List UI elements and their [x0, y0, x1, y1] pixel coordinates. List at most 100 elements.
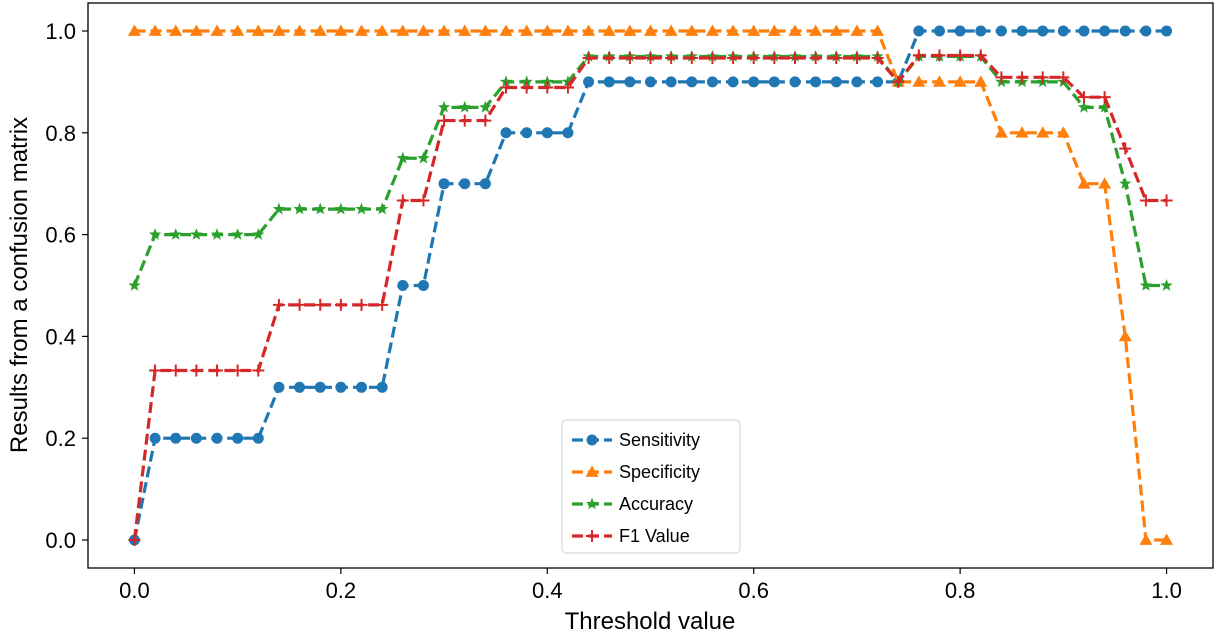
f1-value-point: [644, 51, 657, 64]
f1-value-point: [190, 364, 203, 377]
f1-value-point: [314, 298, 327, 311]
legend-marker: [585, 497, 599, 510]
specificity-point: [871, 24, 885, 36]
sensitivity-point: [273, 381, 285, 393]
sensitivity-point: [479, 178, 491, 190]
accuracy-point: [458, 100, 471, 113]
x-tick-label: 1.0: [1151, 578, 1182, 603]
sensitivity-point: [665, 76, 677, 88]
f1-value-point: [706, 51, 719, 64]
accuracy-point: [561, 75, 575, 88]
accuracy-point: [314, 202, 327, 215]
y-axis-label: Results from a confusion matrix: [6, 117, 33, 453]
f1-value-point: [933, 49, 946, 62]
sensitivity-point: [500, 127, 512, 139]
sensitivity-point: [232, 432, 244, 444]
sensitivity-point: [1057, 25, 1069, 37]
f1-value-point: [355, 298, 368, 311]
y-tick-label: 0.2: [45, 426, 76, 451]
specificity-point: [664, 24, 678, 36]
sensitivity-point: [913, 25, 925, 37]
accuracy-point: [1098, 100, 1111, 113]
accuracy-point: [128, 279, 141, 291]
legend: Sensitivity Specificity Accuracy F1 Value: [561, 419, 741, 554]
specificity-point: [974, 75, 988, 87]
legend-marker: [586, 434, 598, 446]
specificity-point: [809, 24, 823, 36]
plot-area: [127, 24, 1174, 547]
sensitivity-point: [149, 432, 161, 444]
specificity-point: [437, 24, 451, 36]
f1-value-point: [974, 49, 987, 62]
specificity-point: [767, 24, 781, 36]
legend-entry-specificity: Specificity: [572, 462, 700, 482]
f1-value-point: [623, 51, 636, 64]
x-tick-label: 0.0: [119, 578, 150, 603]
sensitivity-point: [830, 76, 842, 88]
sensitivity-point: [356, 381, 368, 393]
f1-value-point: [458, 114, 471, 127]
f1-value-point: [231, 364, 244, 377]
sensitivity-point: [459, 178, 471, 190]
sensitivity-point: [686, 76, 698, 88]
accuracy-point: [169, 228, 182, 240]
legend-entry-sensitivity: Sensitivity: [572, 430, 700, 450]
f1-value-point: [995, 71, 1008, 84]
specificity-point: [1056, 126, 1070, 138]
sensitivity-point: [706, 76, 718, 88]
f1-value-point: [582, 51, 595, 64]
accuracy-point: [190, 228, 203, 240]
specificity-point: [313, 24, 327, 36]
specificity-point: [602, 24, 616, 36]
accuracy-point: [396, 151, 409, 164]
f1-value-point: [169, 364, 182, 377]
specificity-point: [540, 24, 554, 36]
f1-value-point: [1160, 194, 1173, 207]
series-f1-value: [128, 49, 1173, 547]
f1-value-point: [376, 298, 389, 311]
specificity-point: [788, 24, 802, 36]
specificity-point: [458, 24, 472, 36]
specificity-point: [1139, 533, 1153, 545]
x-tick-label: 0.6: [738, 578, 769, 603]
f1-value-point: [871, 51, 884, 64]
f1-value-point: [747, 51, 760, 64]
legend-label: Accuracy: [619, 494, 693, 514]
f1-value-point: [149, 364, 162, 377]
accuracy-point: [334, 202, 348, 215]
sensitivity-point: [252, 432, 264, 444]
specificity-point: [231, 24, 245, 36]
accuracy-point: [148, 228, 162, 240]
specificity-point: [1098, 177, 1112, 189]
sensitivity-point: [1161, 25, 1173, 37]
sensitivity-point: [954, 25, 966, 37]
sensitivity-point: [768, 76, 780, 88]
f1-value-point: [1036, 71, 1049, 84]
legend-marker: [585, 465, 599, 477]
f1-value-point: [438, 114, 451, 127]
specificity-point: [1015, 126, 1029, 138]
legend-entry-accuracy: Accuracy: [572, 494, 693, 514]
specificity-point: [520, 24, 534, 36]
specificity-point: [623, 24, 637, 36]
f1-value-point: [727, 51, 740, 64]
accuracy-point: [1077, 100, 1091, 113]
y-tick-label: 0.6: [45, 223, 76, 248]
specificity-point: [251, 24, 265, 36]
specificity-point: [210, 24, 224, 36]
specificity-point: [499, 24, 513, 36]
legend-label: F1 Value: [619, 526, 690, 546]
sensitivity-point: [851, 76, 863, 88]
sensitivity-point: [810, 76, 822, 88]
f1-value-point: [293, 298, 306, 311]
f1-value-point: [272, 298, 285, 311]
accuracy-point: [375, 202, 389, 215]
accuracy-line: [132, 54, 1167, 288]
f1-value-point: [252, 364, 265, 377]
sensitivity-point: [314, 381, 326, 393]
sensitivity-point: [170, 432, 182, 444]
f1-value-point: [561, 81, 574, 94]
sensitivity-point: [975, 25, 987, 37]
